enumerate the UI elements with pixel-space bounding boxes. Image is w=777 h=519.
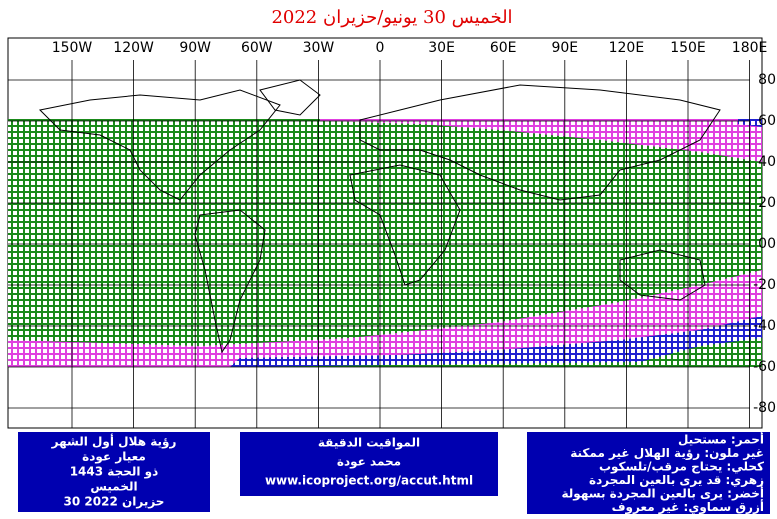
latitude-label: 00 [758, 236, 776, 252]
latitude-label: 80 [758, 72, 776, 88]
longitude-label: 150E [670, 40, 706, 56]
longitude-label: 30W [303, 40, 335, 56]
info-text: 30 حزيران 2022 [64, 495, 165, 509]
legend-text: زهري: قد يرى بالعين المجردة [589, 473, 764, 487]
graticule [8, 60, 750, 428]
longitude-label: 120E [609, 40, 645, 56]
longitude-label: 60E [490, 40, 517, 56]
info-text: معيار عودة [82, 450, 146, 465]
info-text: المواقيت الدقيقة [318, 436, 420, 451]
telescope-zone [230, 316, 762, 367]
legend-text: أزرق سماوي: غير معروف [612, 499, 764, 515]
longitude-label: 60W [241, 40, 273, 56]
legend-text: أحمر: مستحيل [678, 432, 764, 447]
longitude-label: 150W [52, 40, 93, 56]
legend-box [527, 432, 770, 514]
latitude-label: -40 [753, 318, 776, 334]
latitude-label: -80 [753, 400, 776, 416]
latitude-label: -20 [753, 277, 776, 293]
longitude-label: 0 [376, 40, 385, 56]
legend-text: أخضر: يرى بالعين المجردة بسهولة [562, 486, 764, 502]
legend-text: كحلي: يحتاج مرقب/تلسكوب [599, 460, 764, 475]
info-text: ذو الحجة 1443 [70, 465, 159, 480]
info-text: www.icoproject.org/accut.html [265, 474, 473, 488]
latitude-label: 40 [758, 154, 776, 170]
naked-eye-zone [320, 119, 762, 162]
legend-text: غير ملون: رؤية الهلال غير ممكنة [570, 446, 764, 461]
longitude-label: 90W [179, 40, 211, 56]
info-text: الخميس [90, 480, 137, 494]
info-text: رؤية هلال أول الشهر [51, 434, 177, 450]
longitude-label: 120W [113, 40, 154, 56]
info-box [18, 432, 210, 512]
title: الخميس 30 يونيو/حزيران 2022 [271, 7, 512, 28]
naked-eye-zone [8, 270, 762, 367]
info-text: محمد عودة [337, 455, 401, 470]
latitude-label: 60 [758, 113, 776, 129]
longitude-label: 90E [551, 40, 578, 56]
coastlines [38, 79, 721, 354]
latitude-label: 20 [758, 195, 776, 211]
info-box [240, 432, 498, 496]
longitude-label: 180E [732, 40, 768, 56]
latitude-label: -60 [753, 359, 776, 375]
longitude-label: 30E [428, 40, 455, 56]
